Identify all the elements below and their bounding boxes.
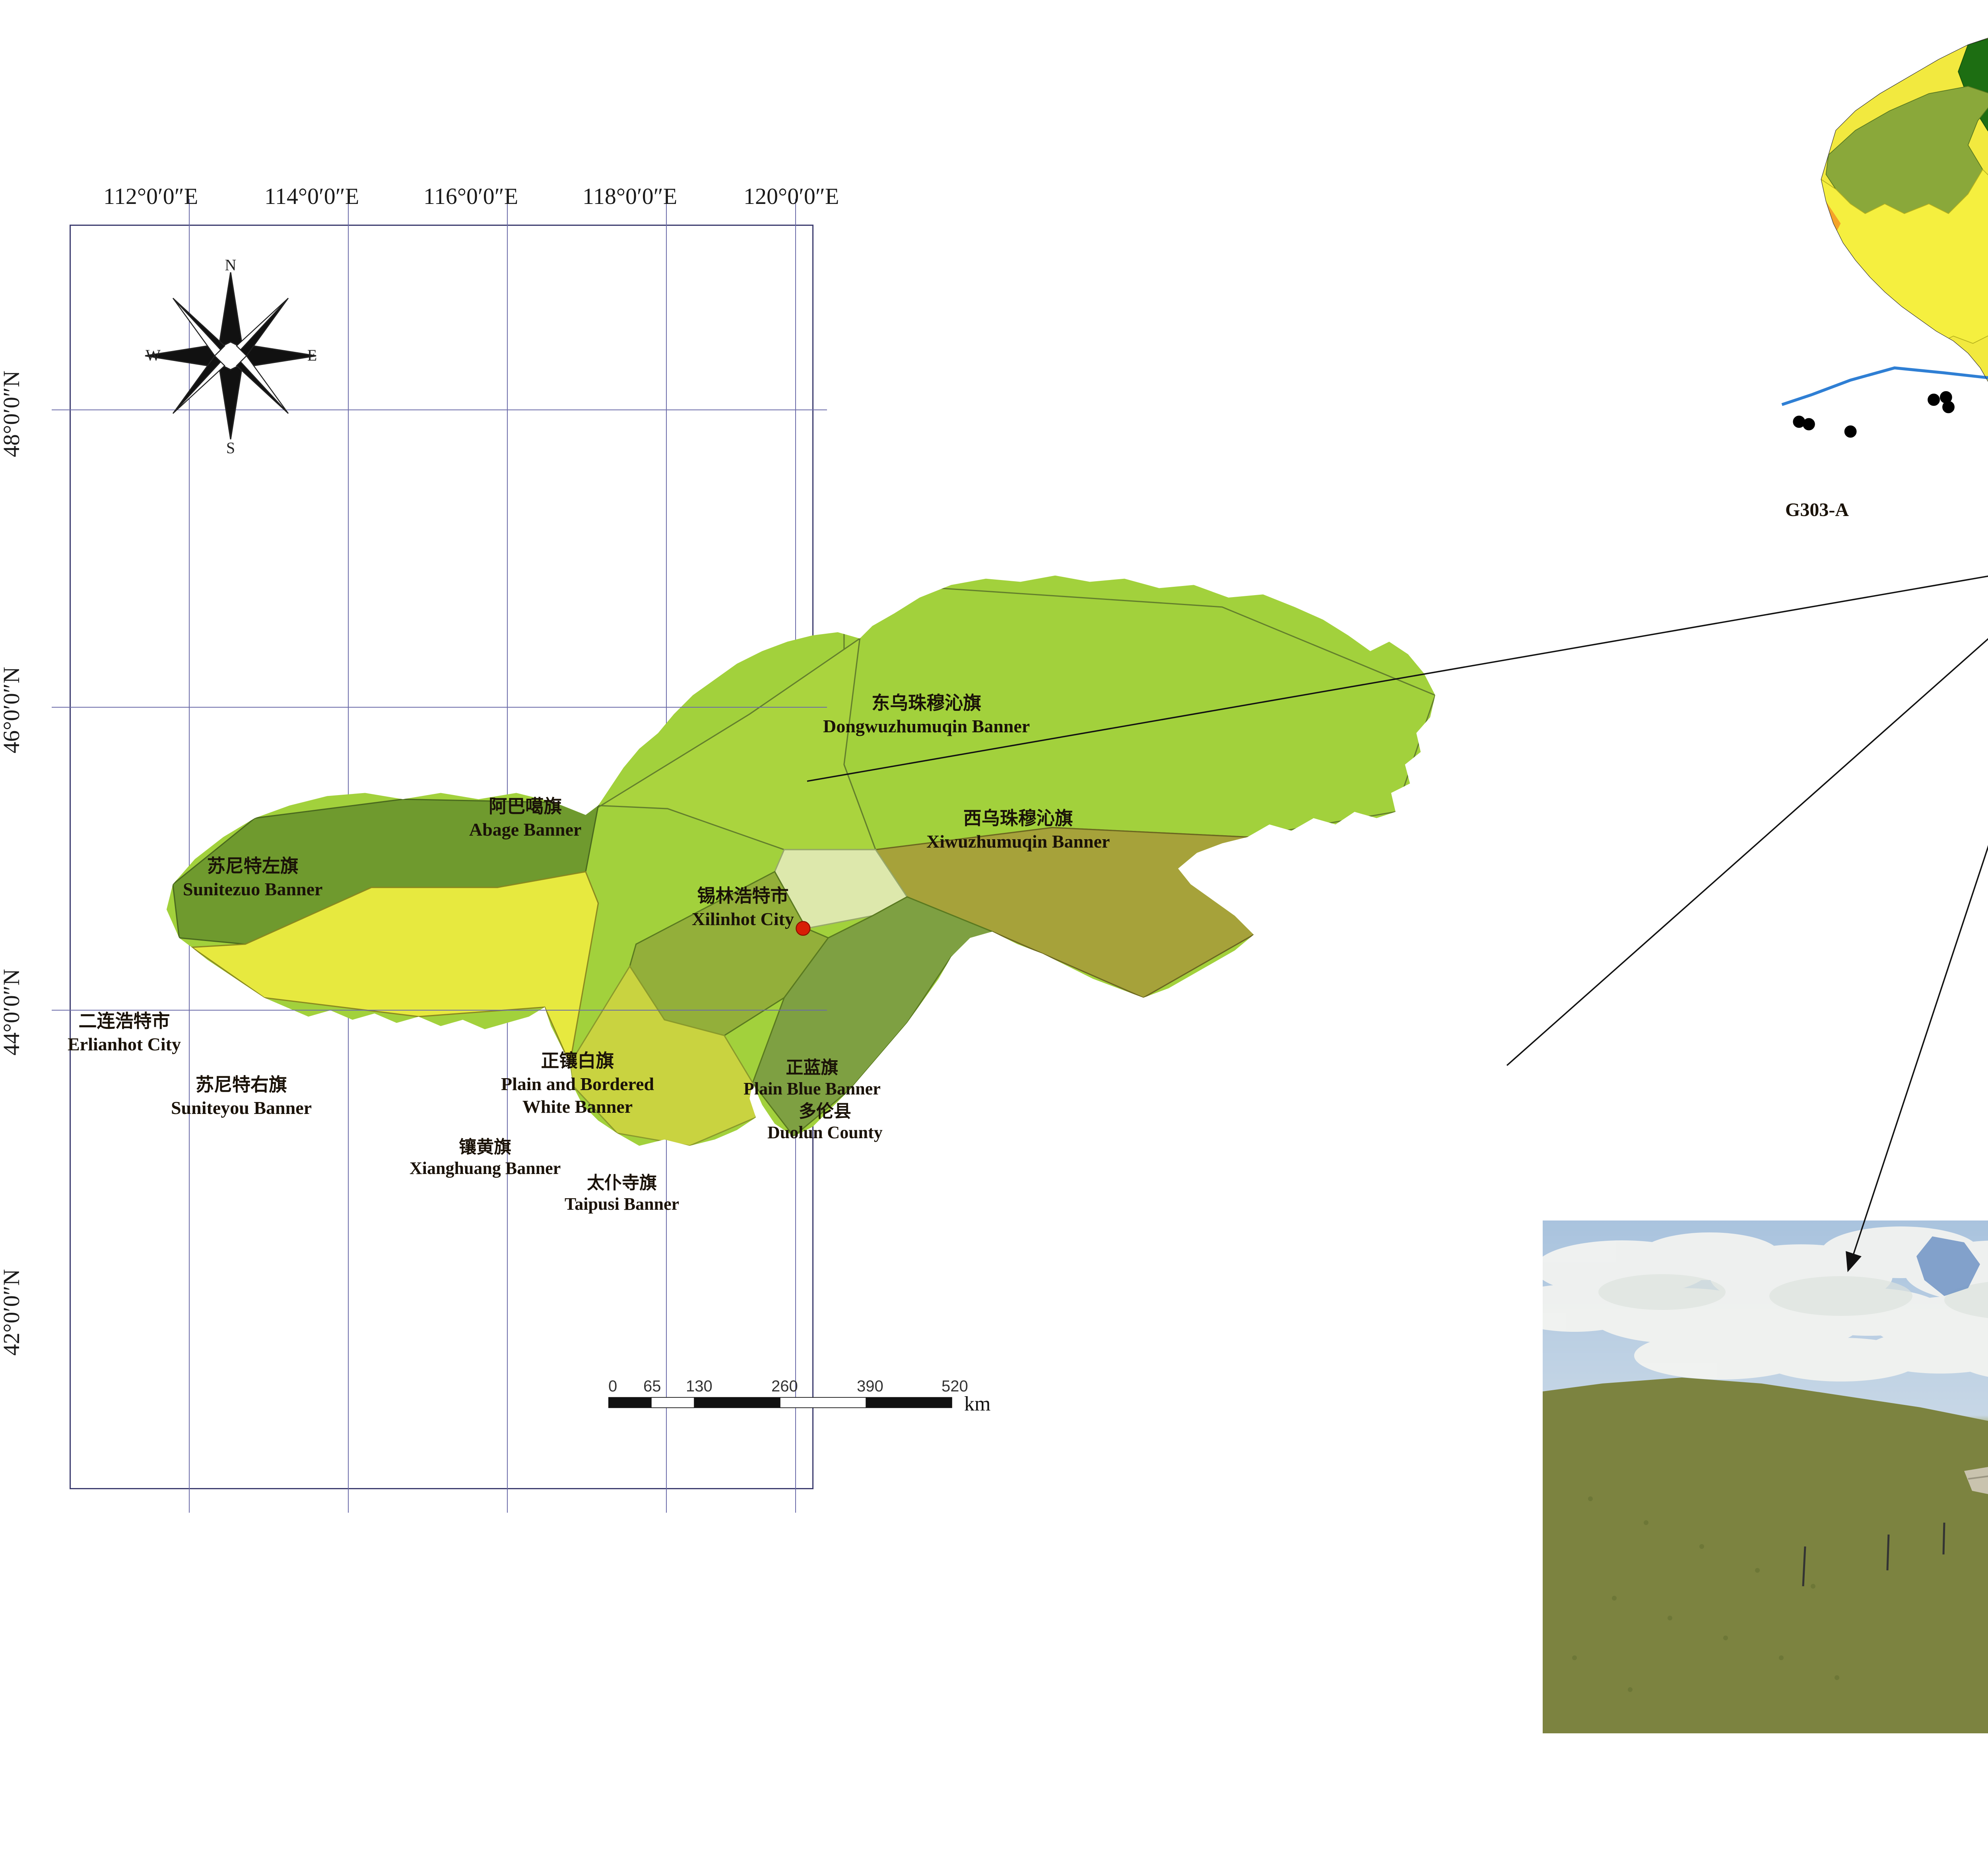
svg-text:130: 130 bbox=[686, 1378, 712, 1395]
svg-text:km: km bbox=[964, 1393, 990, 1415]
svg-text:390: 390 bbox=[857, 1378, 883, 1395]
svg-text:N: N bbox=[225, 256, 237, 274]
svg-text:65: 65 bbox=[643, 1378, 661, 1395]
svg-text:S: S bbox=[226, 439, 235, 455]
svg-text:E: E bbox=[307, 346, 317, 364]
svg-text:0: 0 bbox=[608, 1378, 617, 1395]
svg-text:260: 260 bbox=[771, 1378, 798, 1395]
svg-text:W: W bbox=[146, 346, 161, 364]
